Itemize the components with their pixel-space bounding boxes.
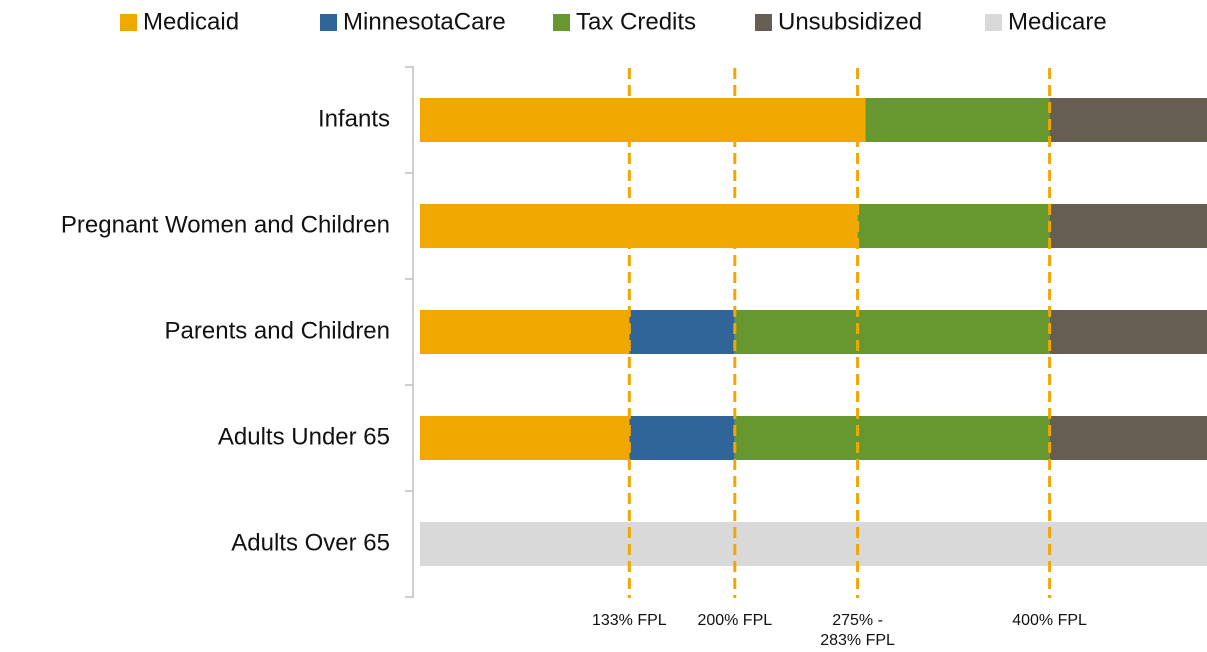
category-label: Adults Under 65 [218,423,390,450]
bar-segment [420,204,858,248]
bar-segment [420,98,866,142]
reference-label: 275% - [832,612,883,629]
legend-label: Tax Credits [576,8,696,35]
bar-segment [1049,98,1207,142]
bar-segment [629,310,735,354]
legend-label: MinnesotaCare [343,8,506,35]
legend-swatch [120,14,137,31]
bar-segment [1049,416,1207,460]
bar-segment [1049,204,1207,248]
reference-label: 133% FPL [592,612,667,629]
bar-segment [420,416,630,460]
bar-segment [629,416,735,460]
reference-label: 200% FPL [697,612,772,629]
bar-segment [865,98,1050,142]
legend-label: Medicaid [143,8,239,35]
reference-label: 283% FPL [820,632,895,649]
bar-segment [1049,310,1207,354]
bar-segment [420,522,1207,566]
legend-label: Medicare [1008,8,1107,35]
bar-segment [857,204,1050,248]
legend-label: Unsubsidized [778,8,922,35]
legend-swatch [985,14,1002,31]
legend-swatch [553,14,570,31]
bar-segment [734,416,1050,460]
legend-swatch [320,14,337,31]
bar-segment [420,310,630,354]
bar-segment [734,310,1050,354]
category-label: Infants [318,105,390,132]
category-label: Parents and Children [165,317,390,344]
category-label: Adults Over 65 [231,529,390,556]
legend-swatch [755,14,772,31]
category-label: Pregnant Women and Children [61,211,390,238]
reference-label: 400% FPL [1012,612,1087,629]
